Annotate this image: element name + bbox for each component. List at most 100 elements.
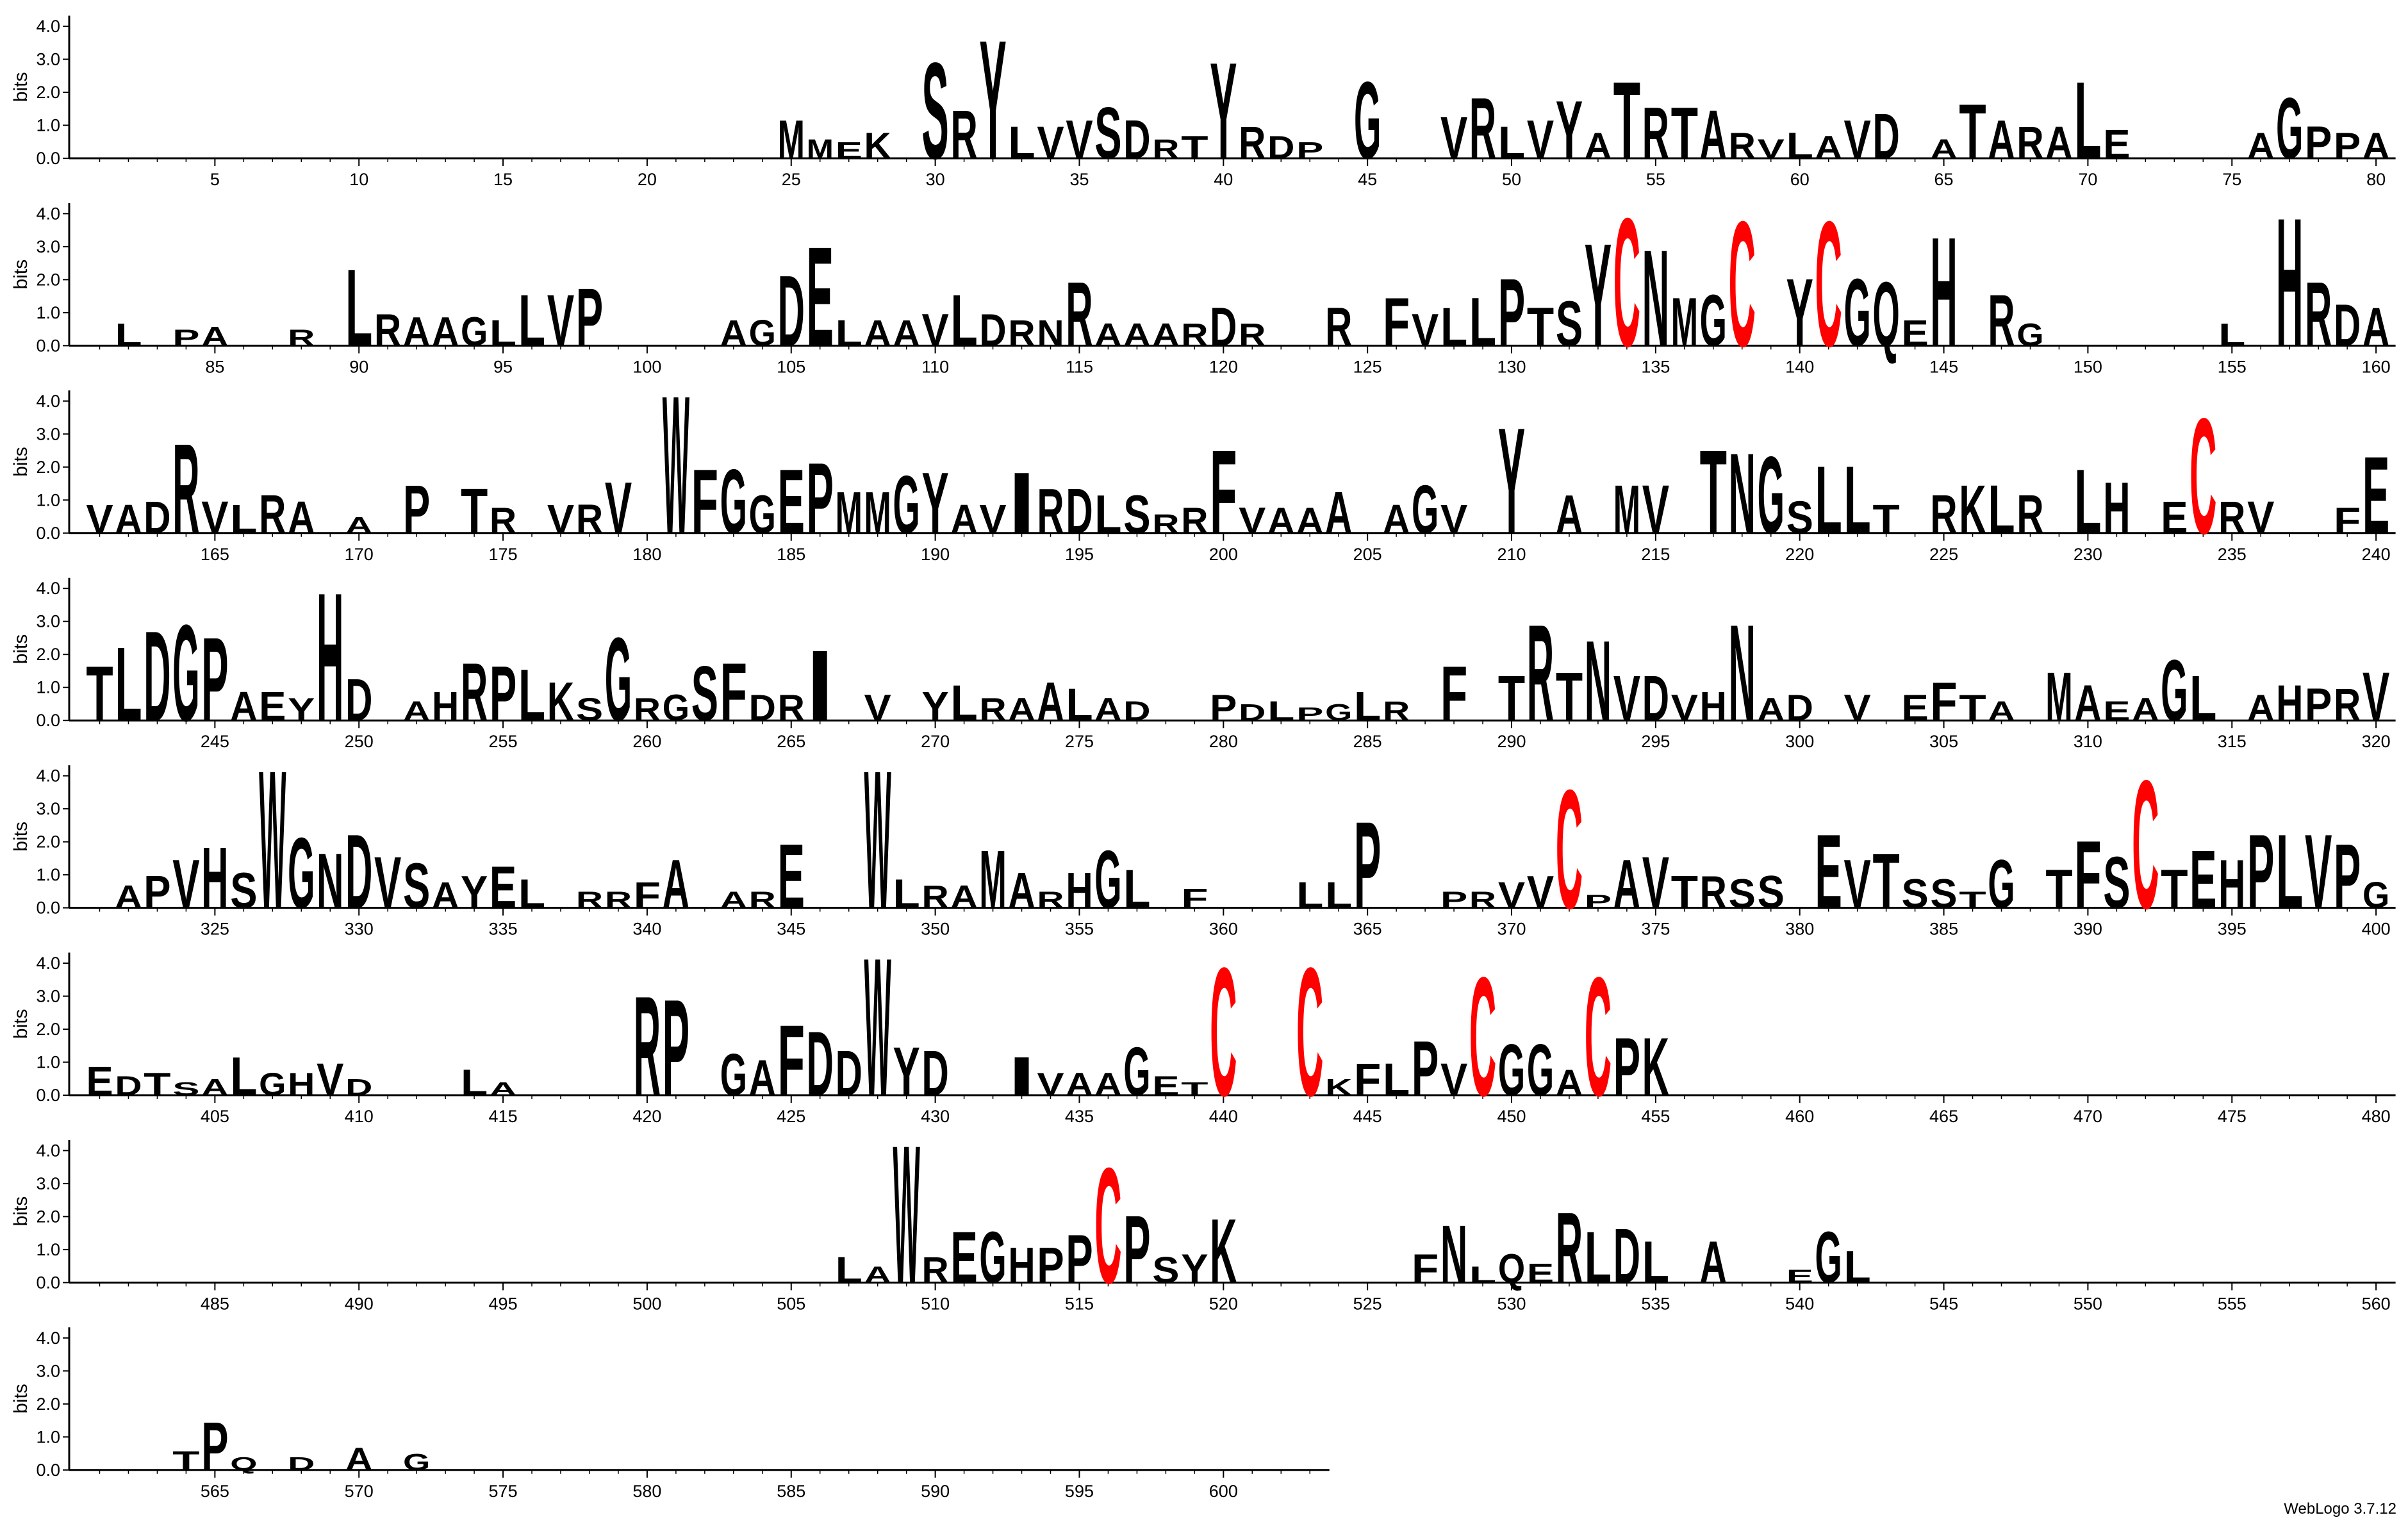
logo-letter: P <box>576 272 603 363</box>
logo-letter: S <box>230 863 257 919</box>
logo-letter: P <box>1296 704 1323 724</box>
logo-letter: W <box>259 731 286 950</box>
logo-letter: H <box>2103 467 2130 549</box>
x-tick-label: 395 <box>2218 920 2247 939</box>
x-tick-label: 245 <box>201 732 229 751</box>
logo-letter: Y <box>1181 1245 1208 1291</box>
logo-letter: Y <box>288 691 315 727</box>
x-tick-label: 575 <box>489 1482 518 1501</box>
x-tick-label: 20 <box>638 170 657 189</box>
logo-letter: A <box>2363 296 2389 358</box>
logo-letter: Y <box>921 683 948 729</box>
y-tick-label: 1.0 <box>36 1052 60 1071</box>
logo-letter: V <box>1037 1066 1064 1102</box>
logo-letter: V <box>1642 841 1669 923</box>
x-tick-label: 145 <box>1929 357 1958 376</box>
x-tick-label: 505 <box>777 1294 805 1313</box>
y-tick-label: 4.0 <box>36 579 60 598</box>
logo-letter: T <box>1498 663 1525 734</box>
logo-letter: M <box>1613 471 1640 548</box>
x-tick-label: 370 <box>1497 920 1526 939</box>
logo-letter: L <box>518 654 545 736</box>
logo-letter: R <box>1181 500 1208 542</box>
logo-letter: P <box>2247 813 2274 931</box>
logo-letter: R <box>1700 866 1727 918</box>
logo-letter: S <box>1556 288 1583 360</box>
y-tick-label: 1.0 <box>36 115 60 135</box>
x-tick-label: 45 <box>1358 170 1377 189</box>
logo-letter: R <box>1988 279 2015 361</box>
logo-letter: A <box>201 1075 228 1100</box>
logo-letter: Y <box>1585 213 1612 377</box>
x-tick-label: 445 <box>1353 1107 1382 1126</box>
x-tick-label: 15 <box>493 170 513 189</box>
logo-letter: A <box>2132 691 2159 727</box>
logo-letter: P <box>1123 1196 1150 1303</box>
logo-letter: P <box>2305 679 2332 731</box>
logo-letter: M <box>864 480 891 546</box>
x-tick-label: 80 <box>2366 170 2386 189</box>
logo-letter: A <box>1758 691 1785 727</box>
x-tick-label: 180 <box>632 545 661 564</box>
logo-letter: R <box>374 304 401 356</box>
logo-letter: A <box>864 313 891 354</box>
logo-letter: G <box>2276 80 2303 178</box>
logo-letter: R <box>2305 263 2332 366</box>
logo-letter: D <box>2334 293 2361 359</box>
x-tick-label: 275 <box>1065 732 1094 751</box>
logo-letter: A <box>432 308 459 354</box>
logo-letter: A <box>1815 129 1842 165</box>
x-tick-label: 225 <box>1929 545 1958 564</box>
x-tick-label: 295 <box>1641 732 1670 751</box>
logo-letter: L <box>950 675 977 731</box>
logo-letter: E <box>778 451 805 553</box>
logo-letter: R <box>1008 313 1035 354</box>
x-tick-label: 75 <box>2222 170 2241 189</box>
logo-letter: G <box>1354 59 1381 182</box>
logo-letter: A <box>1008 863 1035 919</box>
logo-letter: P <box>403 471 430 548</box>
logo-letter: G <box>720 1042 747 1108</box>
logo-letter: F <box>634 875 661 916</box>
logo-letter: R <box>1066 263 1093 366</box>
logo-letter: K <box>1210 1200 1237 1303</box>
logo-letter: A <box>201 321 228 352</box>
x-tick-label: 175 <box>489 545 518 564</box>
x-tick-label: 550 <box>2074 1294 2102 1313</box>
x-tick-label: 255 <box>489 732 518 751</box>
x-tick-label: 25 <box>782 170 801 189</box>
y-tick-label: 0.0 <box>36 1086 60 1105</box>
logo-letter: S <box>1930 870 1957 916</box>
x-tick-label: 235 <box>2218 545 2247 564</box>
logo-letter: M <box>979 834 1006 926</box>
y-tick-label: 0.0 <box>36 336 60 355</box>
logo-letter: A <box>1152 317 1179 352</box>
logo-letter: G <box>720 451 747 553</box>
logo-letter: F <box>2074 821 2101 929</box>
x-tick-label: 120 <box>1209 357 1238 376</box>
logo-letter: V <box>547 279 574 361</box>
logo-letter: A <box>403 696 430 727</box>
x-tick-label: 365 <box>1353 920 1382 939</box>
x-tick-label: 400 <box>2362 920 2391 939</box>
x-tick-label: 30 <box>926 170 945 189</box>
logo-letter: L <box>230 1046 257 1107</box>
logo-letter: G <box>663 688 689 729</box>
logo-letter: V <box>2305 813 2332 931</box>
logo-letter: P <box>1296 138 1323 163</box>
logo-letter: L <box>490 313 516 354</box>
y-tick-label: 2.0 <box>36 83 60 102</box>
logo-letter: P <box>1613 1022 1640 1113</box>
logo-letter: A <box>1037 671 1064 732</box>
logo-letter: V <box>1527 109 1554 170</box>
logo-letter: S <box>1123 483 1150 545</box>
x-tick-label: 230 <box>2074 545 2102 564</box>
logo-letter: A <box>288 492 315 543</box>
logo-letter: A <box>1267 500 1294 542</box>
logo-letter: D <box>921 1038 948 1109</box>
logo-letter: F <box>1383 283 1410 360</box>
y-tick-label: 3.0 <box>36 237 60 256</box>
logo-letter: V <box>1642 471 1669 548</box>
logo-letter: I <box>807 629 834 741</box>
logo-letter: E <box>1527 1258 1554 1289</box>
